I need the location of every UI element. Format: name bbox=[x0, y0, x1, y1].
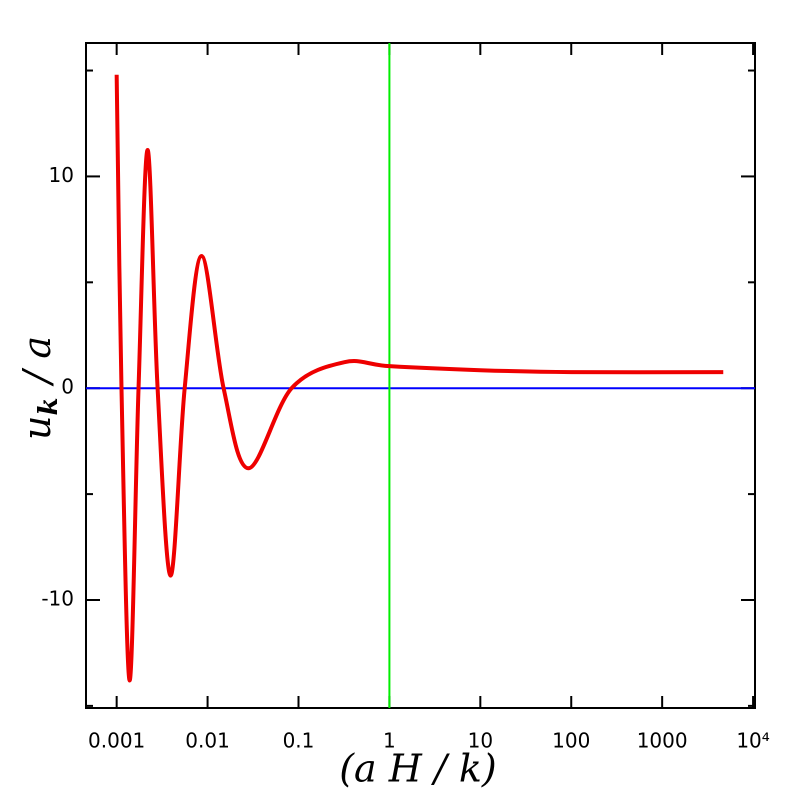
x-tick-label: 0.001 bbox=[88, 729, 145, 753]
x-tick-label: 0.01 bbox=[185, 729, 230, 753]
x-tick-label: 0.1 bbox=[283, 729, 315, 753]
y-label-main: u bbox=[15, 416, 59, 440]
data-line bbox=[114, 74, 724, 683]
x-tick-label: 1 bbox=[383, 729, 396, 753]
y-tick-label: -10 bbox=[41, 586, 74, 610]
plot-frame bbox=[85, 42, 756, 709]
y-tick-label: 10 bbox=[49, 163, 74, 187]
x-tick-label: 10⁴ bbox=[736, 729, 769, 753]
y-label-rest: / a bbox=[15, 336, 59, 388]
y-axis-label: uk / a bbox=[15, 336, 65, 440]
x-tick-label: 100 bbox=[552, 729, 590, 753]
x-tick-label: 10 bbox=[468, 729, 493, 753]
x-axis-label: (a H / k) bbox=[339, 747, 497, 791]
x-tick-label: 1000 bbox=[637, 729, 688, 753]
y-label-subscript: k bbox=[34, 398, 64, 416]
y-tick-label: 0 bbox=[61, 375, 74, 399]
